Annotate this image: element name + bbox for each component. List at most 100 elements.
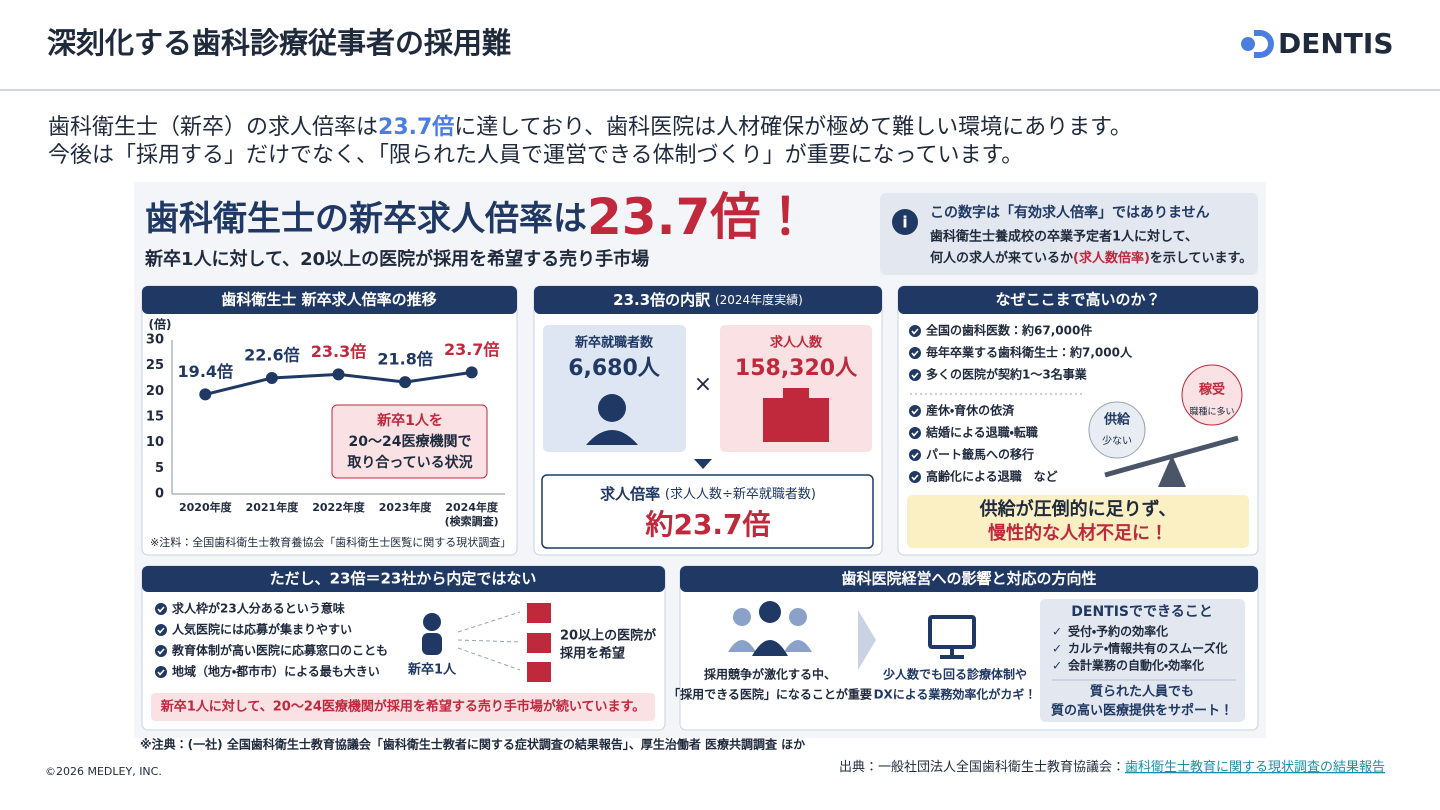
formula: 求人倍率 (求人人数÷新卒就職者数): [600, 485, 816, 503]
x-tick-note: (検索調査): [445, 514, 499, 528]
headline-text: 歯科衛生士の新卒求人倍率は: [145, 199, 587, 239]
check-icon: [155, 645, 167, 657]
copyright: ©2026 MEDLEY, INC.: [45, 765, 162, 778]
list-item: 求人枠が23人分あるという意味: [172, 601, 345, 616]
value-label: 21.8倍: [377, 350, 432, 369]
check-glyph: ✓: [1052, 642, 1062, 656]
data-point: [332, 368, 345, 381]
notice-text: を示しています。: [1150, 251, 1252, 266]
clinics-label: 採用を希望: [560, 646, 625, 662]
openings-label: 求人人数: [770, 335, 823, 351]
caveat-list: 求人枠が23人分あるという意味人気医院には応募が集まりやすい教育体制が高い医院に…: [155, 601, 388, 679]
person-icon: [422, 613, 442, 655]
graduates-value: 6,680人: [568, 356, 661, 381]
clinics-label: 20以上の医院が: [560, 628, 656, 644]
dispatch-arrows: [457, 611, 521, 671]
list-item: 会計業務の自動化・効率化: [1068, 658, 1204, 673]
graduates-label: 新卒就職者数: [574, 335, 654, 351]
notice-box: [880, 193, 1258, 275]
callout-text: 20〜24医療機関で: [349, 433, 472, 450]
y-tick-label: 0: [155, 487, 164, 502]
x-tick-label: 2023年度: [379, 500, 433, 514]
logo-text: DENTIS: [1278, 27, 1394, 60]
check-mark: [157, 669, 165, 676]
check-icon: [909, 347, 921, 359]
source: 出典：一般社団法人全国歯科衛生士教育協議会：歯科衛生士教育に関する現状調査の結果…: [839, 759, 1385, 775]
graduates-box: [543, 325, 686, 452]
panel-header: [898, 286, 1258, 314]
check-icon: [909, 369, 921, 381]
list-item: 地域（地方・都市市）による最も大きい: [172, 664, 380, 679]
value-label: 22.6倍: [244, 345, 299, 364]
demand-note: 職種に多い: [1189, 406, 1234, 418]
panel-header: [142, 286, 517, 314]
callout-box: [331, 404, 488, 479]
source-link[interactable]: 歯科衛生士教育に関する現状調査の結果報告: [1125, 759, 1385, 775]
check-icon: [155, 603, 167, 615]
headline-figure: 23.7倍！: [587, 188, 810, 246]
check-mark: [911, 350, 919, 357]
check-glyph: ✓: [1052, 659, 1062, 673]
data-point: [465, 366, 478, 379]
check-icon: [155, 666, 167, 678]
conclusion: 慢性的な人材不足に！: [987, 522, 1168, 544]
info-icon: [892, 209, 918, 235]
data-point: [199, 388, 212, 401]
down-arrow: [694, 459, 712, 469]
check-icon: [909, 325, 921, 337]
check-mark: [911, 408, 919, 415]
check-icon: [909, 405, 921, 417]
y-tick-label: 20: [146, 384, 164, 399]
list-item: 毎年卒業する歯科衛生士：約7,000人: [926, 345, 1133, 360]
seesaw: [1088, 364, 1243, 487]
hospital-icon: [763, 388, 829, 442]
y-tick-label: 15: [146, 410, 164, 425]
list-item: 人気医院には応募が集まりやすい: [171, 622, 352, 637]
callout-text: 取り合っている状況: [347, 454, 472, 471]
value-label: 23.7倍: [444, 340, 499, 359]
x-tick-label: 2020年度: [179, 500, 233, 514]
logo: DENTIS: [1241, 27, 1394, 60]
footnote: ※注典：(一社) 全国歯科衛生士教育協議会「歯科衛生士教者に関する症状調査の結果…: [140, 737, 805, 752]
line-chart: (倍) 0 5 10 15 20 25 30 19.4倍 22.6倍 23.3倍 21.8倍 23.7倍…: [146, 317, 505, 528]
operator: ×: [694, 372, 712, 397]
panel-header: [142, 566, 665, 592]
list-item: 全国の歯科医数：約67,000件: [926, 323, 1092, 338]
formula-result: 約23.7倍: [644, 508, 770, 541]
y-tick-label: 10: [146, 435, 164, 450]
group-icon: [728, 601, 812, 656]
dentis-title: DENTISでできること: [1071, 604, 1212, 620]
check-mark: [911, 452, 919, 459]
impact-text: 「採用できる医院」になることが重要: [668, 687, 872, 702]
openings-value: 158,320人: [735, 356, 858, 381]
source-prefix: 出典：一般社団法人全国歯科衛生士教育協議会：: [839, 759, 1125, 775]
lead-line: 歯科衛生士（新卒）の求人倍率は23.7倍に達しており、歯科医院は人材確保が極めて…: [48, 115, 1132, 140]
panel-header: [534, 286, 882, 314]
check-glyph: ✓: [1052, 625, 1062, 639]
list-item: 高齢化による退職 など: [926, 469, 1058, 484]
caveat-banner-text: 新卒1人に対して、20〜24医療機関が採用を希望する売り手市場が続いています。: [160, 699, 646, 715]
formula-box: [541, 474, 874, 549]
list-item: 受付・予約の効率化: [1068, 624, 1168, 639]
x-tick-label: 2022年度: [312, 500, 366, 514]
notice-text: 歯科衛生士養成校の卒業予定者1人に対して、: [930, 229, 1198, 245]
panel-title: 歯科医院経営への影響と対応の方向性: [841, 570, 1096, 588]
y-tick-label: 30: [146, 333, 164, 348]
subheadline: 新卒1人に対して、20以上の医院が採用を希望する売り手市場: [144, 248, 649, 270]
supply-label: 供給: [1103, 412, 1131, 428]
check-icon: [909, 449, 921, 461]
check-mark: [157, 627, 165, 634]
conclusion: 供給が圧倒的に足りず、: [979, 498, 1177, 520]
y-tick-label: 5: [155, 461, 164, 476]
person-icon: [586, 394, 638, 445]
caveat-banner: [151, 693, 655, 721]
check-mark: [911, 474, 919, 481]
panel-title-note: (2024年度実績): [715, 292, 803, 307]
check-mark: [911, 372, 919, 379]
clinic-icons: [527, 603, 551, 682]
list-item: 産休・育休の依済: [926, 403, 1015, 418]
data-point: [265, 371, 278, 384]
list-item: 教育体制が高い医院に応募窓口のことも: [171, 643, 388, 658]
value-label: 23.3倍: [311, 342, 366, 361]
